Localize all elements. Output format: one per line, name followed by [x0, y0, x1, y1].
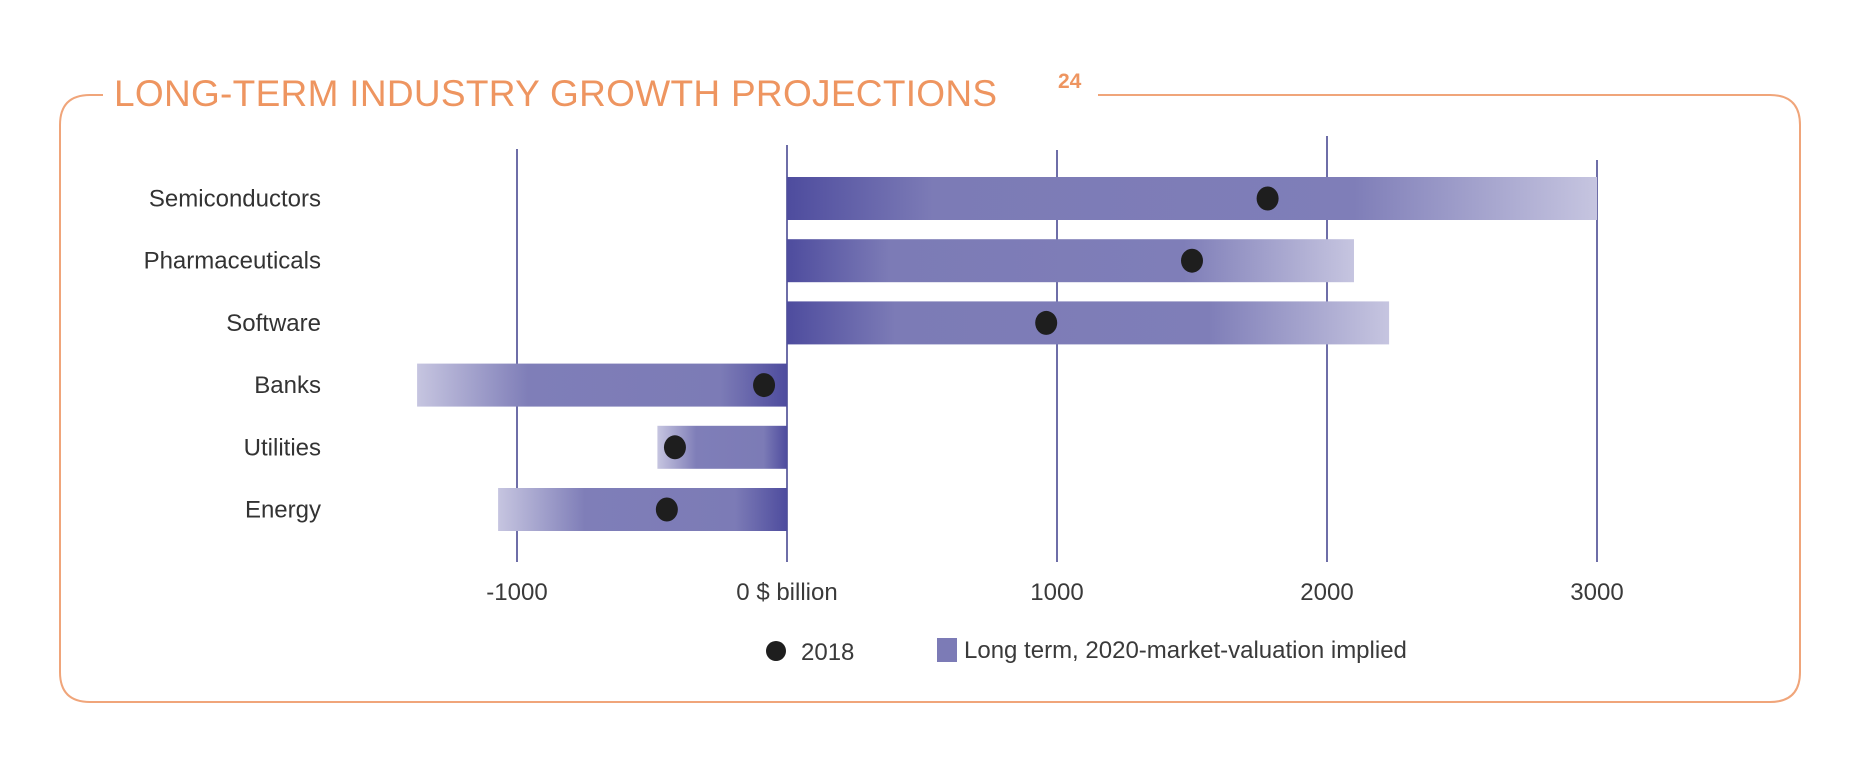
- category-label-pharmaceuticals: Pharmaceuticals: [144, 248, 321, 275]
- chart-title-footnote: 24: [1058, 70, 1082, 93]
- dot-2018-pharmaceuticals: [1181, 248, 1203, 273]
- legend-square-marker: [937, 638, 957, 662]
- category-label-semiconductors: Semiconductors: [149, 186, 321, 213]
- category-label-software: Software: [226, 310, 321, 337]
- legend-label-2018: 2018: [801, 639, 854, 666]
- dots-2018: [655, 186, 1279, 522]
- bar-banks: [417, 363, 787, 407]
- category-label-utilities: Utilities: [244, 434, 321, 461]
- x-tick-label: 3000: [1570, 579, 1623, 606]
- bar-semiconductors: [787, 177, 1597, 220]
- legend-dot-marker: [766, 641, 786, 661]
- legend: 2018 Long term, 2020-market-valuation im…: [766, 637, 1407, 666]
- chart-title: LONG-TERM INDUSTRY GROWTH PROJECTIONS: [114, 73, 997, 114]
- bar-software: [787, 301, 1390, 345]
- category-label-banks: Banks: [254, 372, 321, 399]
- x-tick-label: 2000: [1300, 579, 1353, 606]
- bar-energy: [498, 488, 787, 531]
- x-tick-label: 1000: [1030, 579, 1083, 606]
- bars: [417, 177, 1597, 531]
- category-label-energy: Energy: [245, 497, 321, 524]
- x-tick-label: -1000: [486, 579, 547, 606]
- dot-2018-energy: [655, 497, 678, 522]
- x-tick-labels: -1000 0 $ billion 1000 2000 3000: [486, 579, 1623, 606]
- dot-2018-semiconductors: [1256, 186, 1279, 211]
- dot-2018-utilities: [663, 435, 686, 460]
- dot-2018-software: [1035, 310, 1058, 335]
- x-tick-label: 0 $ billion: [736, 579, 837, 606]
- category-labels: Semiconductors Pharmaceuticals Software Ban…: [144, 186, 321, 524]
- legend-label-long-term: Long term, 2020-market-valuation implied: [964, 637, 1407, 664]
- bar-pharmaceuticals: [787, 239, 1354, 283]
- dot-2018-banks: [753, 373, 776, 398]
- chart-frame: [59, 94, 1801, 703]
